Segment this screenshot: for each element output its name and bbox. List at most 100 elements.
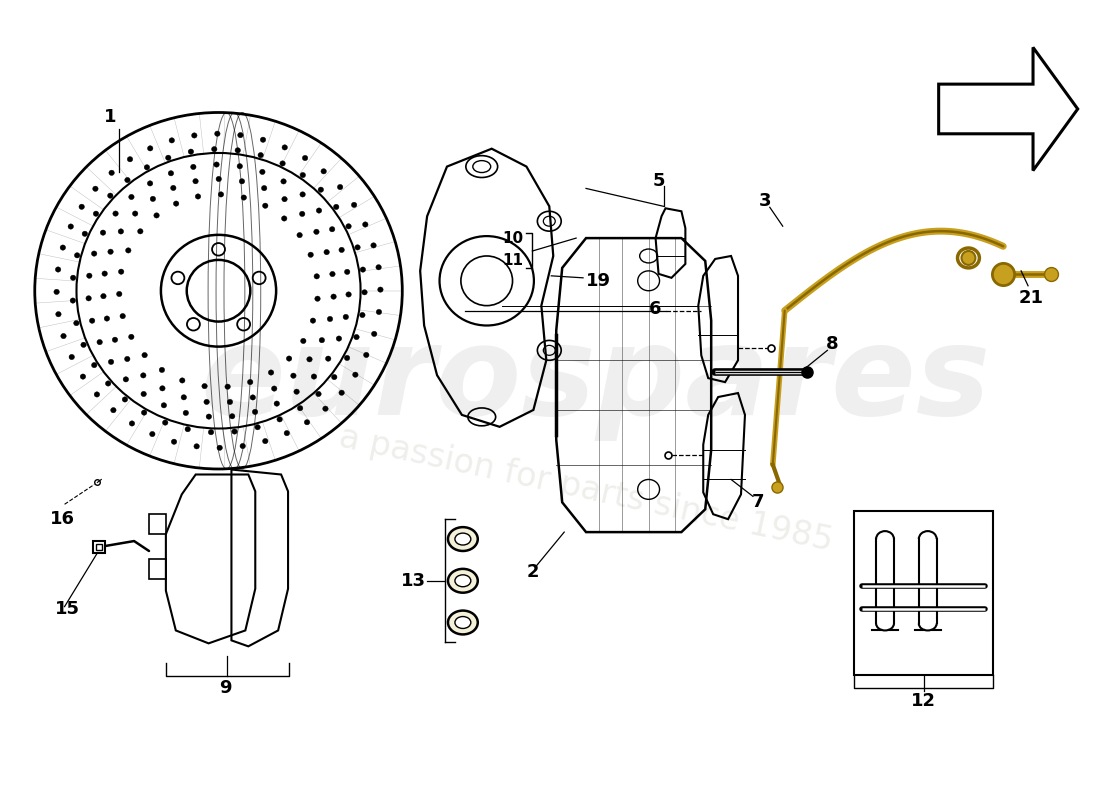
Ellipse shape (329, 226, 334, 232)
Text: 11: 11 (502, 254, 522, 269)
Ellipse shape (132, 211, 138, 216)
Bar (855, 511, 993, 675)
Ellipse shape (100, 230, 106, 235)
Ellipse shape (238, 133, 243, 138)
Ellipse shape (252, 410, 257, 414)
Ellipse shape (277, 417, 283, 422)
Ellipse shape (106, 381, 111, 386)
Ellipse shape (286, 356, 292, 362)
Ellipse shape (91, 362, 97, 368)
Ellipse shape (315, 296, 320, 302)
Ellipse shape (228, 399, 233, 405)
Ellipse shape (204, 399, 209, 405)
Ellipse shape (362, 290, 367, 295)
Ellipse shape (448, 610, 477, 634)
Text: 19: 19 (586, 272, 611, 290)
Ellipse shape (339, 390, 344, 395)
Text: eurospares: eurospares (201, 320, 991, 441)
Ellipse shape (80, 374, 86, 379)
Ellipse shape (218, 192, 223, 197)
Ellipse shape (102, 271, 108, 276)
Ellipse shape (241, 195, 246, 200)
Ellipse shape (74, 321, 79, 326)
Ellipse shape (338, 184, 343, 190)
Ellipse shape (240, 443, 245, 449)
Ellipse shape (129, 421, 134, 426)
Text: 13: 13 (400, 572, 426, 590)
Ellipse shape (448, 569, 477, 593)
Ellipse shape (363, 222, 368, 227)
Ellipse shape (147, 146, 153, 151)
Ellipse shape (183, 410, 188, 415)
Text: 16: 16 (50, 510, 75, 528)
Ellipse shape (196, 194, 200, 199)
Text: 1: 1 (104, 108, 117, 126)
Ellipse shape (92, 186, 98, 191)
Text: 15: 15 (55, 599, 79, 618)
Ellipse shape (330, 271, 336, 277)
Ellipse shape (160, 367, 165, 373)
Ellipse shape (333, 204, 339, 210)
Ellipse shape (353, 372, 359, 378)
Ellipse shape (308, 252, 314, 258)
Ellipse shape (109, 170, 114, 175)
Ellipse shape (60, 245, 66, 250)
Ellipse shape (174, 201, 179, 206)
Ellipse shape (305, 419, 310, 425)
Ellipse shape (108, 359, 113, 365)
Ellipse shape (344, 355, 350, 361)
Ellipse shape (455, 533, 471, 545)
Ellipse shape (377, 287, 383, 292)
Ellipse shape (160, 386, 165, 391)
Ellipse shape (108, 249, 113, 254)
Ellipse shape (55, 267, 60, 272)
Ellipse shape (111, 407, 117, 413)
Text: 12: 12 (911, 692, 936, 710)
Ellipse shape (94, 211, 99, 216)
Ellipse shape (282, 197, 287, 202)
Ellipse shape (337, 336, 342, 342)
Ellipse shape (118, 229, 123, 234)
Ellipse shape (216, 176, 221, 182)
Ellipse shape (129, 194, 134, 200)
Ellipse shape (211, 146, 217, 152)
Ellipse shape (360, 267, 365, 272)
Ellipse shape (208, 430, 213, 435)
Ellipse shape (294, 389, 299, 394)
Ellipse shape (282, 145, 287, 150)
Ellipse shape (124, 356, 130, 362)
Ellipse shape (69, 354, 75, 360)
Ellipse shape (217, 445, 222, 450)
Ellipse shape (125, 248, 131, 253)
Ellipse shape (165, 155, 170, 161)
Ellipse shape (230, 414, 235, 419)
Ellipse shape (190, 164, 196, 170)
Ellipse shape (322, 406, 328, 411)
Ellipse shape (89, 318, 95, 323)
Ellipse shape (117, 291, 122, 297)
Ellipse shape (79, 204, 85, 210)
Ellipse shape (75, 253, 80, 258)
Ellipse shape (147, 181, 153, 186)
Ellipse shape (179, 378, 185, 383)
Ellipse shape (248, 379, 253, 385)
Ellipse shape (70, 298, 76, 303)
Circle shape (961, 251, 976, 265)
Ellipse shape (255, 425, 261, 430)
Ellipse shape (314, 274, 319, 279)
Ellipse shape (154, 213, 160, 218)
Ellipse shape (188, 149, 194, 154)
Ellipse shape (151, 196, 155, 202)
Ellipse shape (360, 312, 365, 318)
Ellipse shape (91, 251, 97, 256)
Ellipse shape (113, 211, 119, 216)
Ellipse shape (260, 170, 265, 174)
Ellipse shape (80, 342, 86, 347)
Ellipse shape (201, 383, 207, 389)
Ellipse shape (279, 161, 285, 166)
Ellipse shape (170, 186, 176, 190)
Ellipse shape (104, 316, 110, 321)
Ellipse shape (250, 394, 255, 400)
Ellipse shape (297, 406, 302, 411)
Ellipse shape (263, 438, 268, 444)
